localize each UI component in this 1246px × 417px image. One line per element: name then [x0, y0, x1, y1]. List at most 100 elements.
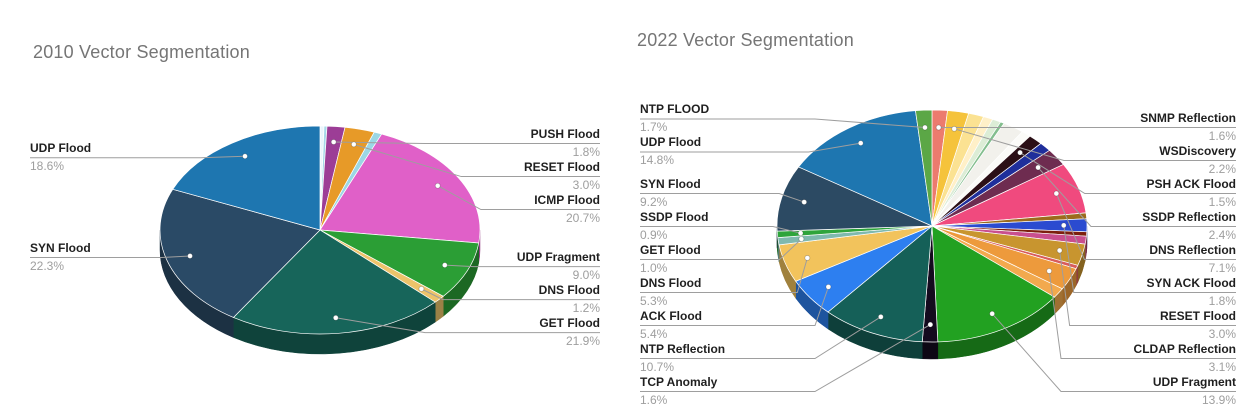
callout-leader-line: [335, 317, 600, 334]
callout-anchor-dot: [951, 125, 958, 132]
slice-callout-ntp-reflection: NTP Reflection 10.7%: [640, 342, 725, 375]
chart-canvas-2022: SNMP Reflection 1.6% WSDiscovery 2.2% PSH AC…: [620, 0, 1246, 417]
callout-leader-line: [1055, 193, 1236, 260]
slice-callout-wsdiscovery: WSDiscovery 2.2%: [1159, 144, 1236, 177]
callout-anchor-dot: [922, 124, 928, 131]
slice-callout-ssdp-reflection: SSDP Reflection 2.4%: [1142, 210, 1236, 243]
slice-label: SYN Flood: [640, 177, 701, 191]
callout-anchor-dot: [797, 230, 804, 237]
slice-percent: 1.8%: [1208, 294, 1236, 308]
callout-anchor-dot: [1060, 222, 1067, 229]
slice-percent: 1.6%: [640, 393, 668, 407]
slice-callout-udp-flood: UDP Flood 14.8%: [640, 135, 701, 168]
slice-percent: 5.4%: [640, 327, 668, 341]
callout-leader-line: [640, 118, 926, 129]
slice-label: UDP Flood: [30, 141, 92, 156]
slice-callout-push-flood: PUSH Flood 1.8%: [531, 127, 600, 160]
slice-percent: 10.7%: [640, 360, 675, 374]
slice-callout-syn-ack-flood: SYN ACK Flood 1.8%: [1146, 276, 1236, 309]
callout-anchor-dot: [187, 253, 193, 259]
callout-leader-line: [640, 193, 805, 203]
callout-leader-line: [1059, 250, 1236, 326]
callout-leader-line: [421, 288, 600, 301]
chart-title-2010: 2010 Vector Segmentation: [33, 42, 250, 62]
slice-percent: 2.2%: [1208, 162, 1236, 176]
callout-anchor-dot: [1056, 247, 1063, 254]
slice-callout-get-flood: GET Flood 21.9%: [539, 316, 600, 349]
slice-callout-snmp-reflection: SNMP Reflection 1.6%: [1140, 111, 1236, 144]
callout-leader-line: [640, 286, 829, 326]
slice-label: TCP Anomaly: [640, 375, 718, 389]
slice-label: SSDP Flood: [640, 210, 709, 224]
callout-leader-line: [444, 264, 600, 268]
slice-percent: 20.7%: [565, 211, 600, 226]
callout-leader-line: [30, 255, 191, 258]
slice-label: RESET Flood: [524, 160, 600, 175]
callout-anchor-dot: [857, 140, 864, 146]
slice-callout-syn-flood: SYN Flood 22.3%: [30, 241, 91, 274]
pie-slice-icmp-flood[interactable]: [319, 133, 481, 244]
slice-callout-reset-flood: RESET Flood 3.0%: [1160, 309, 1236, 342]
slice-label: GET Flood: [539, 316, 600, 331]
callout-anchor-dot: [927, 321, 934, 328]
slice-percent: 1.8%: [572, 145, 600, 160]
slice-label: SYN Flood: [30, 240, 91, 255]
slice-percent: 7.1%: [1208, 261, 1236, 275]
slice-percent: 1.2%: [572, 301, 600, 316]
slice-callout-ssdp-flood: SSDP Flood 0.9%: [640, 210, 708, 243]
slice-label: NTP Reflection: [640, 342, 726, 356]
callout-leader-line: [437, 185, 600, 211]
slice-percent: 14.8%: [640, 153, 675, 168]
slice-label: UDP Fragment: [516, 250, 600, 265]
pie-slice-get-flood[interactable]: [233, 229, 436, 335]
slice-percent: 3.0%: [1208, 327, 1236, 341]
callout-anchor-dot: [798, 236, 805, 242]
callout-leader-line: [640, 238, 802, 260]
slice-callout-dns-flood: DNS Flood 1.2%: [539, 283, 600, 316]
slice-callout-udp-flood: UDP Flood 18.6%: [30, 141, 91, 174]
pie-3d: [640, 109, 1236, 392]
slice-label: PUSH Flood: [530, 127, 600, 142]
slice-callout-ack-flood: ACK Flood 5.4%: [640, 309, 702, 342]
callout-leader-line: [991, 313, 1236, 392]
slice-percent: 22.3%: [30, 258, 65, 273]
slice-label: NTP FLOOD: [640, 102, 710, 117]
callout-anchor-dot: [1053, 190, 1060, 197]
slice-label: ICMP Flood: [534, 193, 600, 208]
chart-title-2022: 2022 Vector Segmentation: [637, 30, 854, 50]
slice-percent: 3.0%: [572, 178, 600, 193]
pie-slice-ntp-flood[interactable]: [915, 109, 933, 227]
slice-percent: 5.3%: [640, 294, 668, 308]
callout-anchor-dot: [350, 141, 357, 148]
slice-callout-ntp-flood: NTP FLOOD 1.7%: [640, 102, 709, 135]
pie-3d: [30, 125, 600, 355]
slice-percent: 1.7%: [640, 120, 668, 135]
callout-anchor-dot: [1035, 164, 1041, 171]
pie-slice-udp-fragment[interactable]: [319, 229, 480, 297]
pie-slice-syn-flood[interactable]: [159, 188, 321, 318]
slice-label: DNS Flood: [640, 276, 702, 290]
slice-callout-udp-fragment: UDP Fragment 13.9%: [1153, 375, 1236, 408]
slice-callout-icmp-flood: ICMP Flood 20.7%: [534, 193, 600, 226]
pie-slice-ntp-reflection[interactable]: [827, 225, 933, 343]
slice-label: ACK Flood: [640, 309, 702, 323]
callout-leader-line: [333, 141, 600, 145]
pie-slice-syn-flood[interactable]: [776, 166, 933, 232]
pie-slice-udp-fragment[interactable]: [931, 225, 1055, 343]
pie-slice-udp-flood[interactable]: [798, 110, 933, 227]
callout-leader-line: [1037, 167, 1236, 227]
callout-anchor-dot: [804, 255, 811, 261]
slice-callout-reset-flood: RESET Flood 3.0%: [524, 160, 600, 193]
callout-anchor-dot: [989, 310, 996, 317]
pie-slice-udp-flood[interactable]: [172, 125, 321, 231]
pie-chart-2022-vector-segmentation: 2022 Vector Segmentation SNMP Reflection…: [620, 0, 1246, 417]
slice-label: UDP Flood: [640, 135, 702, 150]
callout-anchor-dot: [332, 314, 339, 321]
callout-leader-line: [640, 324, 931, 392]
slice-callout-psh-ack-flood: PSH ACK Flood 1.5%: [1146, 177, 1236, 210]
slice-label: GET Flood: [640, 243, 701, 257]
slice-label: PSH ACK Flood: [1146, 177, 1236, 191]
callout-leader-line: [954, 128, 1236, 161]
slice-label: WSDiscovery: [1159, 144, 1236, 158]
